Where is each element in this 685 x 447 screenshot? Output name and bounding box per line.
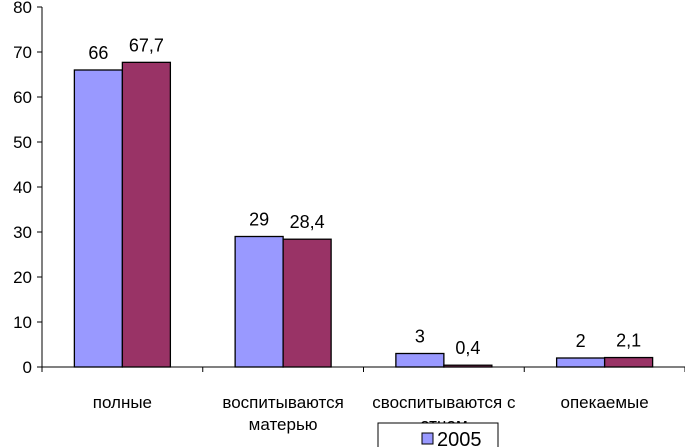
- data-label: 3: [415, 327, 425, 347]
- bar: [121, 61, 172, 368]
- category-label: воспитываются: [222, 393, 343, 412]
- bar: [73, 69, 124, 368]
- category-labels: полные воспитываются матерью своспитываются…: [93, 393, 649, 434]
- data-label: 29: [249, 210, 269, 230]
- legend-label: 2005: [437, 429, 482, 447]
- data-label: 0,4: [455, 338, 480, 358]
- y-tick-label: 60: [13, 88, 32, 107]
- category-label: опекаемые: [561, 393, 649, 412]
- data-label: 28,4: [290, 212, 325, 232]
- bar: [555, 357, 606, 368]
- data-label: 66: [88, 43, 108, 63]
- bar: [443, 364, 493, 368]
- data-label: 2,1: [616, 331, 641, 351]
- y-tick-label: 40: [13, 178, 32, 197]
- data-label: 67,7: [129, 35, 164, 55]
- y-tick-label: 80: [13, 0, 32, 17]
- legend: 2005: [377, 422, 499, 447]
- bars: [73, 61, 654, 368]
- y-tick-label: 0: [23, 358, 32, 377]
- y-tick-label: 70: [13, 43, 32, 62]
- y-tick-label: 20: [13, 268, 32, 287]
- axes: 0 10 20 30 40 50 60 70 80: [13, 0, 685, 377]
- legend-swatch: [421, 432, 434, 445]
- data-label: 2: [576, 331, 586, 351]
- bar: [603, 356, 654, 368]
- data-labels: 66 29 3 2 67,7 28,4 0,4 2,1: [88, 35, 641, 358]
- bar: [282, 238, 332, 368]
- bar: [395, 352, 445, 368]
- category-label: своспитываются с: [372, 393, 516, 412]
- category-label: полные: [93, 393, 152, 412]
- y-tick-label: 10: [13, 313, 32, 332]
- y-tick-label: 50: [13, 133, 32, 152]
- y-tick-label: 30: [13, 223, 32, 242]
- category-label: матерью: [249, 415, 318, 434]
- legend-box: [377, 422, 499, 447]
- bar: [234, 235, 284, 368]
